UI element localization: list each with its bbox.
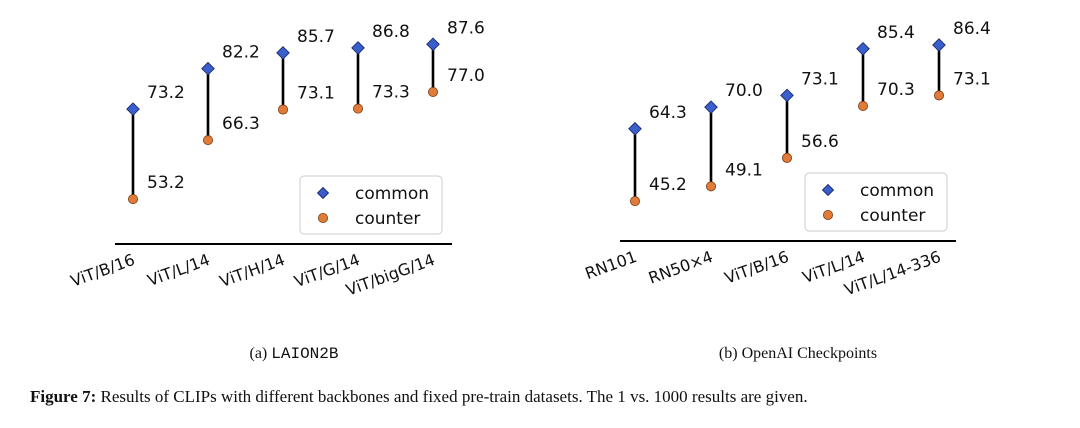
common-value-label: 70.0	[725, 81, 763, 101]
x-tick-label: RN50×4	[646, 247, 715, 288]
x-tick-label: ViT/B/16	[68, 250, 137, 291]
x-tick-label: ViT/B/16	[722, 247, 791, 288]
common-value-label: 64.3	[649, 103, 687, 123]
subcaption-b: (b) OpenAI Checkpoints	[719, 345, 877, 362]
counter-value-label: 73.3	[372, 83, 410, 103]
legend-counter-label: counter	[355, 209, 420, 229]
common-point	[426, 37, 440, 52]
common-point	[856, 41, 870, 56]
x-tick-label: ViT/H/14	[217, 250, 287, 291]
counter-point	[202, 135, 213, 146]
subcaption-a: (a) LAION2B	[250, 345, 339, 363]
figure-caption-text: Results of CLIPs with different backbone…	[96, 387, 807, 406]
counter-point	[934, 90, 945, 101]
counter-point	[352, 103, 363, 114]
common-value-label: 86.4	[953, 19, 991, 39]
legend: common counter	[804, 172, 948, 232]
panel-openai-checkpoints: 64.3 45.2 RN101 70.0 49.1 RN50×4 73.1 56.6 ViT/B…	[582, 19, 990, 299]
common-point	[351, 41, 365, 55]
counter-point	[782, 152, 793, 163]
counter-point	[630, 196, 641, 207]
counter-value-label: 77.0	[447, 66, 485, 86]
counter-point	[127, 194, 138, 205]
figure-caption-label: Figure 7:	[30, 387, 96, 406]
common-value-label: 87.6	[447, 18, 485, 38]
common-point	[628, 121, 642, 136]
legend-box	[299, 175, 443, 235]
legend-counter-marker	[317, 212, 328, 223]
x-tick-label: ViT/L/14	[145, 250, 212, 290]
common-point	[780, 88, 794, 103]
common-value-label: 73.2	[147, 83, 185, 103]
counter-value-label: 53.2	[147, 173, 185, 193]
common-point	[704, 100, 718, 114]
common-point	[276, 46, 290, 60]
common-point	[126, 102, 140, 116]
counter-value-label: 73.1	[953, 69, 991, 89]
legend-common-label: common	[860, 181, 934, 201]
counter-value-label: 49.1	[725, 160, 763, 180]
counter-value-label: 56.6	[801, 132, 839, 152]
counter-point	[706, 181, 717, 192]
common-value-label: 85.7	[297, 27, 335, 47]
counter-point	[427, 87, 438, 98]
legend-common-marker	[316, 186, 330, 200]
common-value-label: 85.4	[877, 23, 915, 43]
panel-laion2b: 73.2 53.2 ViT/B/16 82.2 66.3 ViT/L/14 85.7 73.1…	[68, 18, 485, 299]
figure-caption: Figure 7: Results of CLIPs with differen…	[30, 387, 808, 406]
legend-counter-marker	[823, 209, 834, 220]
counter-point	[277, 104, 288, 115]
counter-value-label: 45.2	[649, 175, 687, 195]
common-value-label: 82.2	[222, 43, 260, 63]
legend-common-marker	[821, 183, 835, 197]
counter-value-label: 66.3	[222, 114, 260, 134]
counter-point	[858, 101, 869, 112]
counter-value-label: 70.3	[877, 80, 915, 100]
legend: common counter	[299, 175, 443, 235]
common-value-label: 73.1	[801, 69, 839, 89]
legend-counter-label: counter	[860, 206, 925, 226]
common-value-label: 86.8	[372, 22, 410, 42]
common-point	[201, 61, 215, 76]
counter-value-label: 73.1	[297, 84, 335, 104]
legend-common-label: common	[355, 184, 429, 204]
legend-box	[804, 172, 948, 232]
x-tick-label: RN101	[582, 247, 639, 283]
common-point	[932, 38, 946, 52]
